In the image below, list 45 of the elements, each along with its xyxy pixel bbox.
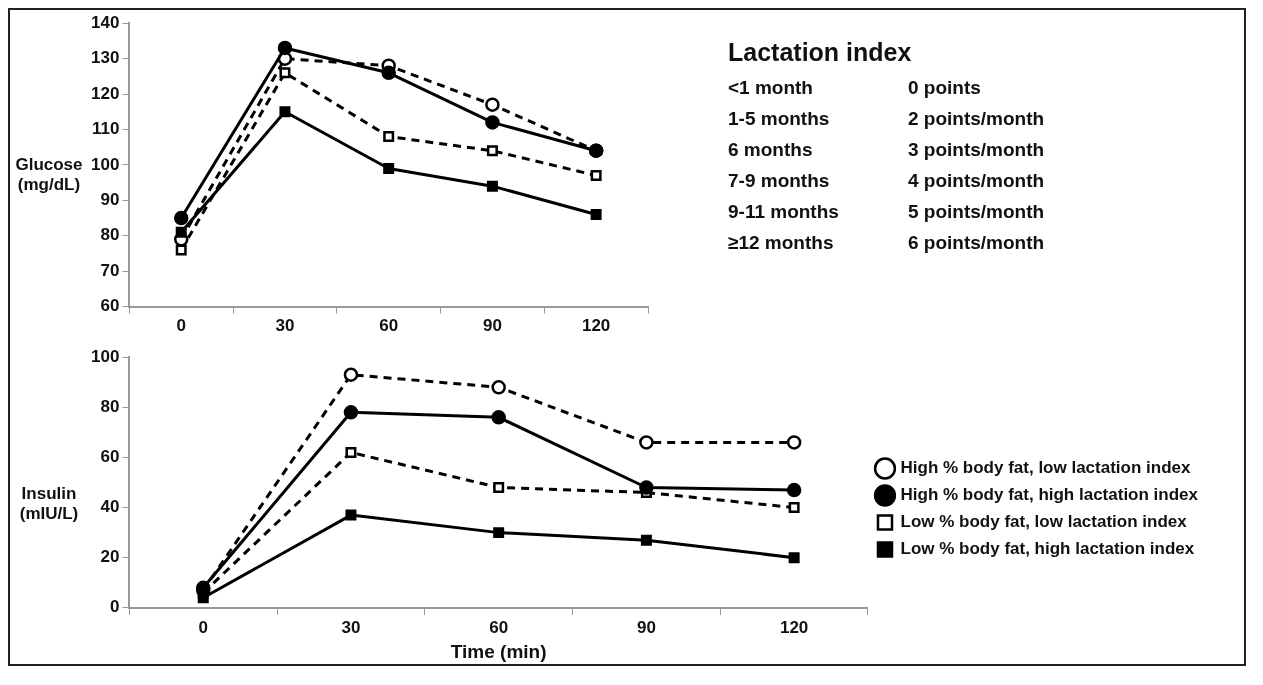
- y-tick-label: 60: [100, 447, 120, 467]
- text: 3 points/month: [908, 139, 1045, 161]
- text: 2 points/month: [908, 108, 1045, 130]
- text: 5 points/month: [908, 201, 1045, 223]
- legend-label: Low % body fat, high lactation index: [900, 539, 1195, 559]
- text: 1-5 months: [728, 108, 831, 130]
- x-tick-label: 60: [489, 617, 509, 637]
- y-tick-label: 130: [90, 48, 120, 68]
- legend-label: Low % body fat, low lactation index: [900, 512, 1188, 532]
- y-tick-label: 100: [90, 154, 120, 174]
- y-tick-label: 80: [100, 397, 120, 417]
- x-tick-label: 30: [341, 617, 361, 637]
- text: Lactation index: [728, 38, 913, 67]
- y-tick-label: 90: [100, 190, 120, 210]
- y-tick-label: 120: [90, 83, 120, 103]
- x-tick-label: 0: [176, 316, 186, 336]
- x-tick-label: 90: [482, 316, 502, 336]
- y-tick-label: 20: [100, 547, 120, 567]
- text: 0 points: [908, 77, 982, 99]
- x-tick-label: 120: [779, 617, 809, 637]
- legend-label: High % body fat, low lactation index: [900, 458, 1191, 478]
- y-tick-label: 140: [90, 12, 120, 32]
- y-tick-label: 0: [109, 597, 120, 617]
- x-tick-label: 120: [581, 316, 611, 336]
- text: ≥12 months: [728, 232, 835, 254]
- x-tick-label: 0: [198, 617, 208, 637]
- y-tick-label: 100: [90, 346, 120, 366]
- y-axis-title: Glucose (mg/dL): [14, 155, 84, 195]
- x-tick-label: 90: [636, 617, 656, 637]
- text: 6 months: [728, 139, 814, 161]
- x-tick-label: 30: [275, 316, 295, 336]
- y-tick-label: 80: [100, 225, 120, 245]
- x-tick-label: 60: [379, 316, 399, 336]
- legend-label: High % body fat, high lactation index: [900, 485, 1199, 505]
- y-axis-title: Insulin (mIU/L): [18, 484, 80, 524]
- text: 9-11 months: [728, 201, 840, 223]
- y-tick-label: 60: [100, 296, 120, 316]
- text: 4 points/month: [908, 170, 1045, 192]
- y-tick-label: 70: [100, 260, 120, 280]
- y-tick-label: 40: [100, 497, 120, 517]
- text: <1 month: [728, 77, 814, 99]
- x-axis-title: Time (min): [450, 640, 547, 662]
- text: 7-9 months: [728, 170, 831, 192]
- text: 6 points/month: [908, 232, 1045, 254]
- y-tick-label: 110: [91, 119, 120, 139]
